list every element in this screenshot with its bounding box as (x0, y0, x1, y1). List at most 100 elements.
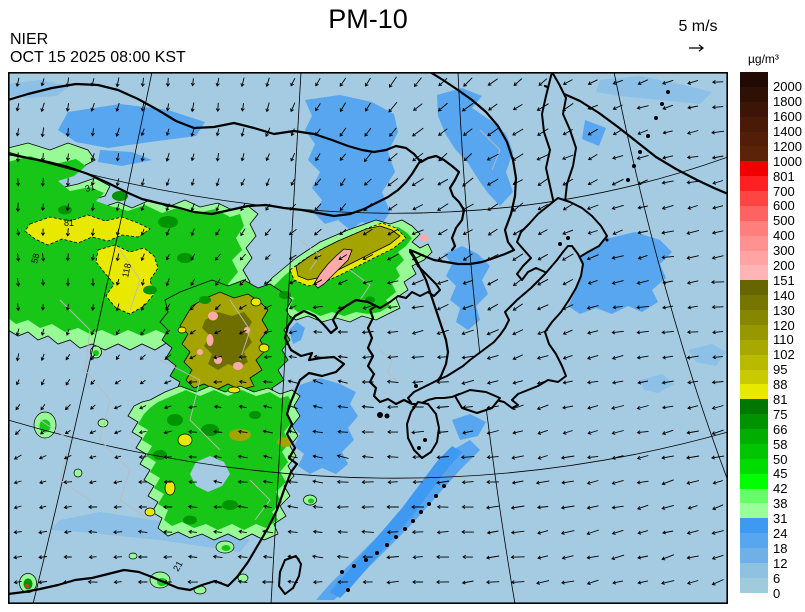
legend-color-swatch (740, 384, 768, 400)
pollution-spot-yellow (227, 386, 241, 394)
wind-arrow (240, 103, 245, 112)
wind-arrow (65, 328, 70, 336)
legend-color-swatch (740, 354, 768, 370)
wind-arrow (386, 454, 399, 459)
wind-arrow (637, 580, 648, 585)
island-dot (638, 150, 642, 154)
wind-arrow (511, 404, 524, 411)
wind-arrow (215, 178, 220, 187)
wind-arrow (687, 405, 699, 410)
wind-arrow (412, 127, 424, 137)
wind-arrow (536, 355, 549, 360)
wind-arrow (165, 103, 170, 112)
contour-label: 21 (171, 559, 185, 573)
wind-arrow (190, 178, 195, 187)
wind-arrow (586, 505, 599, 510)
graticule-line (457, 71, 516, 605)
wind-arrow (65, 303, 70, 311)
wind-arrow (660, 580, 675, 585)
wind-arrow (13, 505, 22, 510)
wind-arrow (188, 405, 197, 410)
wind-arrow (163, 579, 172, 584)
wind-arrow (661, 330, 674, 335)
wind-arrow (90, 303, 95, 311)
wind-arrow (587, 405, 599, 410)
wind-arrow (215, 153, 220, 162)
wind-arrow (15, 128, 20, 137)
legend-level-label: 120 (773, 317, 795, 333)
wind-arrow (163, 405, 172, 410)
wind-arrow (112, 530, 123, 535)
contour-label: 58 (29, 252, 41, 264)
wind-arrow (63, 454, 72, 460)
wind-arrow (711, 230, 724, 235)
wind-arrow (487, 228, 498, 236)
wind-arrow (611, 380, 624, 385)
sea-patch (596, 76, 712, 104)
pollution-spot-pink (214, 356, 222, 364)
wind-arrow (312, 379, 323, 385)
wind-arrow (486, 329, 499, 336)
wind-arrow (88, 529, 97, 534)
wind-arrow (264, 228, 272, 236)
wind-arrow (140, 278, 145, 286)
wind-arrow (261, 580, 274, 585)
wind-arrow (436, 530, 449, 535)
forecast-datetime: OCT 15 2025 08:00 KST (10, 49, 186, 66)
wind-arrow (215, 278, 221, 287)
island-dot (605, 238, 609, 242)
map-container: 31 81 58 118 21 (6, 70, 730, 605)
legend-color-swatch (740, 235, 768, 251)
wind-arrow (339, 77, 347, 87)
wind-arrow (213, 380, 223, 385)
wind-arrow (637, 504, 649, 510)
legend-level-label: 801 (773, 168, 795, 184)
wind-arrow (437, 253, 448, 261)
wind-arrow (711, 105, 724, 110)
wind-arrow (187, 579, 198, 584)
pollution-spot-lightgreen (73, 468, 83, 478)
wind-arrow (40, 203, 45, 212)
wind-arrow (287, 454, 298, 459)
wind-arrow (238, 329, 247, 335)
pollution-spot-red (25, 584, 29, 588)
wind-arrow (16, 252, 21, 262)
wind-arrow (336, 454, 349, 459)
legend-level-label: 88 (773, 377, 788, 393)
wind-arrow (165, 77, 170, 87)
wind-arrow (686, 229, 700, 235)
wind-arrow (486, 480, 499, 485)
wind-arrow (387, 405, 399, 410)
pollution-spot-darkgreen (279, 291, 291, 299)
wind-arrow (115, 354, 120, 360)
wind-arrow (163, 455, 172, 460)
wind-arrow (340, 178, 346, 187)
wind-arrow (138, 504, 147, 510)
wind-arrow (190, 78, 195, 87)
pollution-spot-yellow (177, 326, 187, 334)
sea-patch (582, 120, 606, 146)
wind-arrow (214, 330, 222, 335)
wind-arrow (537, 204, 548, 211)
wind-arrow (511, 455, 524, 460)
wind-arrow (113, 555, 123, 560)
wind-arrow (562, 329, 573, 335)
wind-arrow (387, 152, 398, 162)
wind-arrow (63, 480, 73, 485)
legend-color-swatch (740, 533, 768, 548)
wind-arrow (562, 304, 574, 311)
coastline-primorye-korea-east (408, 70, 518, 406)
wind-arrow (362, 355, 374, 360)
legend-color-swatch (740, 429, 768, 444)
pollution-spot-darkgreen (58, 205, 72, 215)
wind-arrow (586, 555, 599, 560)
legend-level-label: 50 (773, 451, 788, 467)
pollution-spot-pink (206, 334, 214, 346)
pollution-spot-darkgreen (177, 253, 193, 263)
sea-patch (290, 378, 358, 474)
pollution-spot-darkgreen (153, 450, 167, 460)
wind-arrow (537, 253, 549, 261)
wind-arrow (362, 254, 374, 261)
graticule-line (7, 151, 729, 214)
